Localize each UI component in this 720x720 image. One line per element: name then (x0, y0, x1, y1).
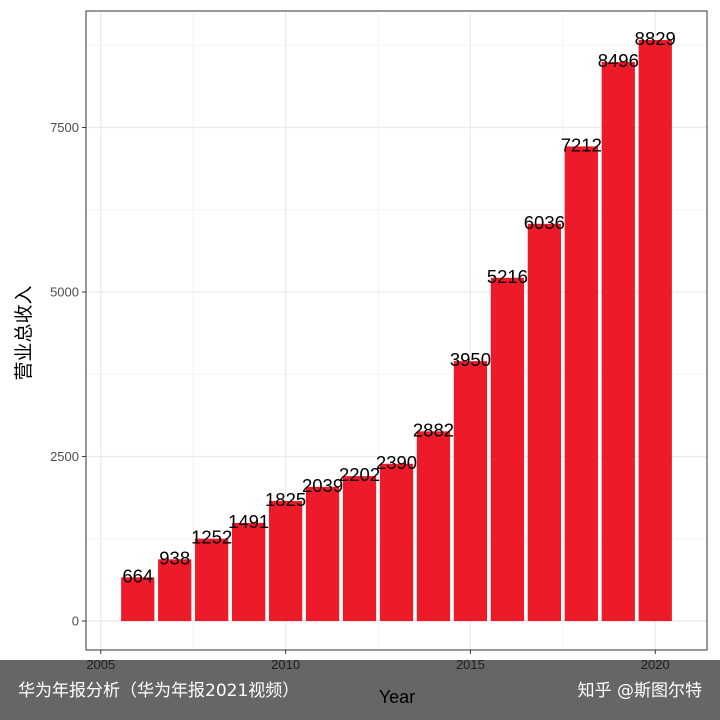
bar-2016 (490, 277, 525, 622)
y-axis-title: 营业总收入 (13, 285, 35, 380)
bar-2010 (268, 500, 303, 622)
data-label-2009: 1491 (228, 511, 269, 532)
data-label-2013: 2390 (376, 452, 417, 473)
data-label-2012: 2202 (339, 464, 380, 485)
y-tick-label: 0 (72, 614, 79, 629)
bar-2011 (305, 486, 340, 622)
data-label-2015: 3950 (450, 349, 491, 370)
data-label-2018: 7212 (561, 134, 602, 155)
bars (121, 40, 672, 622)
bar-2018 (564, 146, 598, 622)
bar-2015 (453, 361, 488, 622)
y-tick-label: 2500 (50, 449, 79, 464)
bar-2012 (342, 476, 377, 622)
caption-right: 知乎 @斯图尔特 (578, 681, 702, 701)
bar-2008 (195, 538, 229, 622)
data-label-2020: 8829 (635, 28, 676, 49)
plot-border (85, 10, 708, 651)
bar-2013 (379, 463, 414, 622)
caption-bar (0, 660, 720, 720)
data-label-2014: 2882 (413, 419, 454, 440)
y-tick-label: 5000 (50, 285, 79, 300)
bar-2017 (527, 223, 561, 622)
data-label-2007: 938 (159, 547, 190, 568)
data-label-2019: 8496 (598, 50, 639, 71)
data-label-2011: 2039 (302, 475, 343, 496)
y-axis: 0 2500 5000 7500 (50, 120, 86, 629)
bar-2009 (232, 522, 266, 622)
data-label-2006: 664 (122, 565, 153, 586)
bar-2007 (158, 559, 192, 622)
bar-2006 (121, 577, 155, 622)
data-label-2010: 1825 (265, 489, 306, 510)
bar-2020 (638, 40, 672, 622)
data-label-2017: 6036 (524, 212, 565, 233)
bar-2019 (601, 61, 635, 622)
data-label-2016: 5216 (487, 266, 528, 287)
bar-2014 (416, 431, 451, 622)
y-tick-label: 7500 (50, 120, 79, 135)
x-axis-title: Year (379, 687, 415, 707)
data-label-2008: 1252 (191, 527, 232, 548)
caption-left: 华为年报分析（华为年报2021视频） (18, 681, 299, 701)
